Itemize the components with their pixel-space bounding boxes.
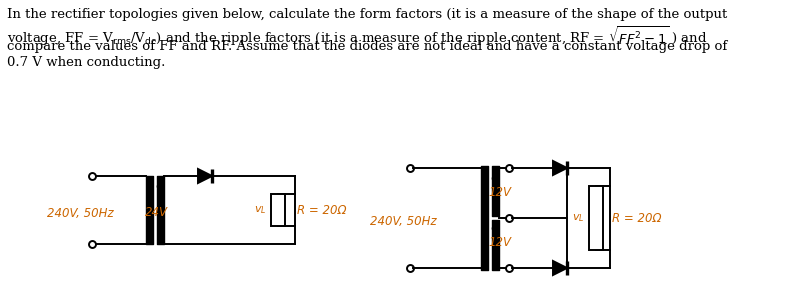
Text: 24V: 24V: [145, 206, 168, 219]
Text: $v_L$: $v_L$: [572, 212, 584, 224]
Text: In the rectifier topologies given below, calculate the form factors (it is a mea: In the rectifier topologies given below,…: [7, 8, 727, 21]
Text: voltage, FF = V$_{\rm rms}$/V$_{\rm dc}$) and the ripple factors (it is a measur: voltage, FF = V$_{\rm rms}$/V$_{\rm dc}$…: [7, 24, 708, 48]
Bar: [271, 194, 285, 226]
Text: 12V: 12V: [488, 237, 511, 250]
Text: R = 20Ω: R = 20Ω: [297, 204, 347, 217]
Polygon shape: [553, 261, 567, 275]
Text: 240V, 50Hz: 240V, 50Hz: [47, 206, 114, 219]
Polygon shape: [553, 161, 567, 175]
Polygon shape: [198, 169, 212, 183]
Text: 0.7 V when conducting.: 0.7 V when conducting.: [7, 56, 165, 69]
Bar: [589, 186, 603, 250]
Text: R = 20Ω: R = 20Ω: [612, 212, 661, 224]
Text: $v_L$: $v_L$: [254, 204, 266, 216]
Text: 240V, 50Hz: 240V, 50Hz: [370, 214, 436, 227]
Text: 12V: 12V: [488, 186, 511, 199]
Text: compare the values of FF and RF. Assume that the diodes are not ideal and have a: compare the values of FF and RF. Assume …: [7, 40, 727, 53]
